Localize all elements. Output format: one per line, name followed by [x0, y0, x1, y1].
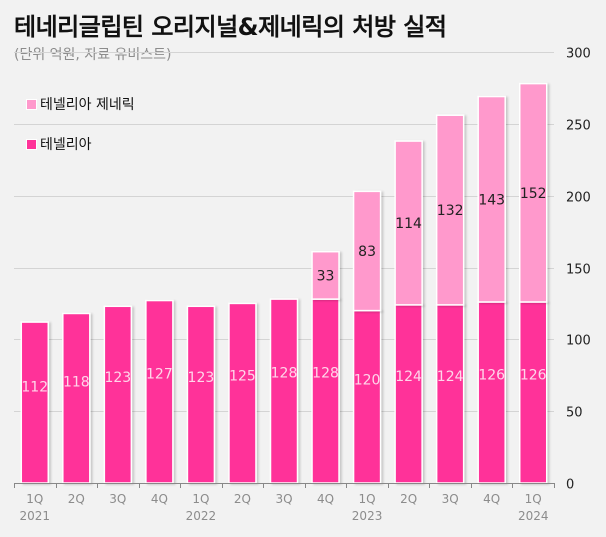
bar-original-5	[228, 302, 257, 484]
legend-label-original: 테넬리아	[40, 137, 92, 153]
data-label-original-9: 124	[395, 369, 422, 385]
x-year-label-12: 2024	[518, 509, 549, 523]
data-label-original-0: 112	[21, 379, 48, 395]
data-label-original-6: 128	[271, 366, 298, 382]
legend: 테넬리아 제네릭 테넬리아	[26, 94, 139, 174]
bar-original-11	[477, 301, 506, 484]
bar-original-4	[186, 305, 216, 484]
x-tick-label-0: 1Q	[26, 492, 43, 506]
bar-original-7	[311, 298, 340, 484]
bar-generic-9	[394, 140, 423, 306]
data-label-generic-11: 143	[478, 192, 505, 208]
x-tick-label-2: 3Q	[109, 492, 126, 506]
legend-item-original: 테넬리아	[26, 134, 139, 154]
y-tick-label-50: 50	[566, 406, 583, 421]
bar-original-8	[352, 309, 382, 484]
legend-label-generic: 테넬리아 제네릭	[40, 97, 135, 113]
data-label-generic-9: 114	[395, 216, 422, 232]
bar-original-0	[20, 321, 50, 484]
x-tick-label-11: 4Q	[483, 492, 500, 506]
y-tick-label-300: 300	[566, 47, 591, 62]
data-label-generic-7: 33	[317, 268, 335, 284]
data-label-original-5: 125	[229, 368, 256, 384]
bar-generic-12	[518, 82, 548, 303]
data-label-original-11: 126	[478, 367, 505, 383]
x-tick-label-7: 4Q	[317, 492, 334, 506]
x-axis: 1Q 2021 2Q 3Q 4Q 1Q 2022 2Q 3Q 4Q 1Q 2023 2Q 3Q 4Q 1Q 20…	[14, 483, 555, 523]
bar-original-9	[394, 304, 423, 484]
bar-original-3	[145, 299, 174, 484]
data-label-original-1: 118	[63, 374, 90, 390]
bar-original-2	[103, 305, 133, 484]
bar-original-12	[518, 301, 548, 484]
bar-original-10	[435, 304, 465, 484]
bar-generic-11	[477, 95, 506, 303]
x-year-label-0: 2021	[19, 509, 50, 523]
data-label-generic-8: 83	[358, 244, 376, 260]
data-label-original-2: 123	[104, 370, 131, 386]
data-label-original-4: 123	[188, 370, 215, 386]
data-label-generic-10: 132	[437, 203, 464, 219]
y-tick-label-150: 150	[566, 263, 591, 278]
y-axis: 0 50 100 150 200 250 300	[566, 47, 591, 493]
x-tick-label-1: 2Q	[68, 492, 85, 506]
data-label-original-3: 127	[146, 367, 173, 383]
x-tick-label-12: 1Q	[525, 492, 542, 506]
x-tick-label-9: 2Q	[400, 492, 417, 506]
x-year-label-4: 2022	[186, 509, 217, 523]
data-label-original-12: 126	[520, 367, 547, 383]
data-label-original-10: 124	[437, 369, 464, 385]
data-labels: 112 118 123 127 123 125 128 128 33 120 83 124 114 124…	[21, 186, 546, 396]
x-tick-label-5: 2Q	[234, 492, 251, 506]
bar-original-6	[269, 298, 299, 484]
x-tick-label-10: 3Q	[442, 492, 459, 506]
x-tick-label-6: 3Q	[275, 492, 292, 506]
x-tick-label-4: 1Q	[192, 492, 209, 506]
legend-swatch-original	[26, 138, 37, 150]
legend-swatch-generic	[26, 98, 37, 110]
y-tick-label-250: 250	[566, 119, 591, 134]
x-year-label-8: 2023	[352, 509, 383, 523]
bar-original-1	[62, 312, 91, 484]
y-tick-label-200: 200	[566, 191, 591, 206]
bar-generic-10	[435, 114, 465, 306]
data-label-original-8: 120	[354, 373, 381, 389]
x-tick-label-3: 4Q	[151, 492, 168, 506]
chart-title: 테네리글립틴 오리지널&제네릭의 처방 실적	[14, 13, 447, 41]
y-tick-label-0: 0	[566, 478, 574, 493]
bar-generic-7	[311, 250, 340, 300]
data-label-generic-12: 152	[520, 186, 547, 202]
x-tick-label-8: 1Q	[359, 492, 376, 506]
legend-item-generic: 테넬리아 제네릭	[26, 94, 139, 114]
y-tick-label-100: 100	[566, 334, 591, 349]
bar-generic-8	[352, 190, 382, 312]
chart-subtitle: (단위 억원, 자료 유비스트)	[14, 47, 172, 63]
bars	[20, 82, 548, 484]
data-label-original-7: 128	[312, 366, 339, 382]
